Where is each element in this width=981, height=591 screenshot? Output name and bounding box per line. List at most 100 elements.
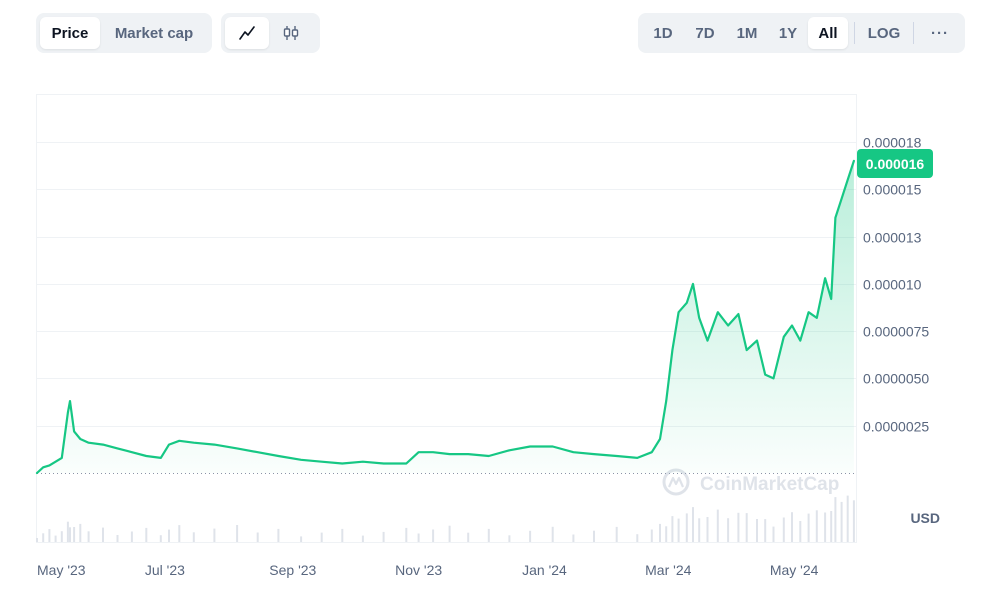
volume-bar bbox=[737, 512, 740, 542]
volume-bar bbox=[756, 519, 758, 542]
volume-bar bbox=[256, 532, 259, 542]
volume-bar bbox=[529, 530, 532, 542]
volume-bar bbox=[572, 534, 575, 542]
volume-bar bbox=[685, 513, 688, 542]
volume-bar bbox=[852, 500, 855, 542]
tab-price[interactable]: Price bbox=[40, 17, 100, 49]
volume-bar bbox=[48, 529, 51, 542]
volume-bar bbox=[168, 529, 170, 542]
volume-bar bbox=[467, 532, 470, 542]
volume-bar bbox=[840, 501, 843, 542]
current-price-badge: 0.000016 bbox=[857, 149, 933, 178]
y-tick-label: 0.0000050 bbox=[863, 371, 929, 387]
volume-bar bbox=[615, 526, 618, 542]
volume-bar bbox=[405, 527, 408, 542]
range-1y-button[interactable]: 1Y bbox=[778, 24, 798, 42]
x-tick-label: Jul '23 bbox=[145, 562, 185, 578]
volume-bar bbox=[799, 521, 802, 542]
volume-bar bbox=[277, 528, 280, 542]
watermark-text: CoinMarketCap bbox=[700, 474, 839, 495]
volume-bar bbox=[66, 521, 69, 542]
volume-bar bbox=[192, 532, 195, 542]
volume-bar bbox=[772, 526, 775, 542]
x-tick-label: Sep '23 bbox=[269, 562, 316, 578]
volume-bar bbox=[382, 531, 385, 542]
range-1m-button[interactable]: 1M bbox=[736, 24, 758, 42]
volume-bar bbox=[551, 526, 554, 542]
x-tick-label: Mar '24 bbox=[645, 562, 691, 578]
volume-bar bbox=[650, 529, 653, 542]
volume-bar bbox=[815, 510, 818, 542]
y-axis: 0.0000025 0.0000050 0.0000075 0.000010 0.000… bbox=[863, 135, 929, 435]
y-tick-label: 0.000015 bbox=[863, 182, 922, 198]
volume-bar bbox=[716, 509, 719, 542]
volume-bar bbox=[417, 533, 420, 542]
volume-bar bbox=[830, 511, 833, 542]
tab-market-cap[interactable]: Market cap bbox=[114, 24, 194, 42]
volume-bar bbox=[145, 527, 148, 542]
volume-bar bbox=[487, 528, 490, 542]
volume-bar bbox=[130, 531, 133, 542]
volume-bar bbox=[508, 535, 511, 542]
volume-bar bbox=[807, 513, 810, 542]
log-scale-button[interactable]: LOG bbox=[867, 24, 901, 42]
volume-bar bbox=[73, 527, 76, 542]
toolbar-divider bbox=[854, 22, 855, 44]
volume-bar bbox=[432, 529, 435, 542]
price-area-fill bbox=[37, 160, 854, 473]
volume-bar bbox=[665, 526, 668, 542]
volume-bar bbox=[178, 525, 181, 542]
plot-frame bbox=[36, 94, 857, 543]
volume-bar bbox=[764, 519, 767, 542]
volume-bar bbox=[692, 507, 694, 542]
volume-bar bbox=[791, 512, 793, 542]
volume-bar bbox=[659, 523, 661, 542]
volume-bar bbox=[79, 523, 82, 542]
volume-bar bbox=[87, 531, 90, 542]
y-tick-label: 0.000013 bbox=[863, 230, 922, 246]
line-chart-button[interactable] bbox=[225, 17, 269, 49]
volume-bar bbox=[671, 516, 674, 542]
volume-bar bbox=[745, 513, 748, 542]
volume-bar bbox=[834, 497, 837, 542]
x-tick-label: Nov '23 bbox=[395, 562, 442, 578]
range-7d-button[interactable]: 7D bbox=[695, 24, 715, 42]
volume-bar bbox=[159, 535, 162, 542]
metric-tab-group: Price Market cap bbox=[36, 13, 212, 53]
volume-bar bbox=[69, 527, 71, 542]
volume-bar bbox=[102, 527, 104, 542]
y-tick-label: 0.0000025 bbox=[863, 419, 929, 435]
y-tick-label: 0.000018 bbox=[863, 135, 922, 151]
watermark: CoinMarketCap bbox=[662, 468, 839, 496]
x-tick-label: May '23 bbox=[37, 562, 86, 578]
volume-bar bbox=[361, 535, 364, 542]
current-price-label: 0.000016 bbox=[866, 156, 925, 172]
more-options-button[interactable]: ··· bbox=[931, 24, 949, 42]
volume-bar bbox=[341, 528, 344, 542]
x-axis: May '23 Jul '23 Sep '23 Nov '23 Jan '24 Mar '… bbox=[37, 562, 819, 578]
volume-bar bbox=[42, 533, 45, 542]
volume-bar bbox=[213, 528, 216, 542]
volume-bar bbox=[846, 495, 849, 542]
volume-bar bbox=[116, 535, 119, 542]
currency-unit-label: USD bbox=[910, 510, 940, 526]
volume-bar bbox=[320, 532, 323, 542]
price-line bbox=[35, 159, 855, 475]
volume-bar bbox=[236, 525, 239, 542]
volume-bar bbox=[782, 517, 785, 542]
range-1d-button[interactable]: 1D bbox=[653, 24, 673, 42]
volume-bar bbox=[448, 525, 451, 542]
volume-bar bbox=[54, 535, 57, 542]
volume-bar bbox=[300, 536, 303, 542]
volume-bar bbox=[727, 518, 730, 542]
toolbar-divider bbox=[913, 22, 914, 44]
range-all-button[interactable]: All bbox=[808, 17, 848, 49]
candlestick-button[interactable] bbox=[269, 17, 313, 49]
x-tick-label: May '24 bbox=[770, 562, 819, 578]
volume-bar bbox=[677, 518, 680, 542]
volume-bar bbox=[824, 512, 827, 542]
volume-bar bbox=[60, 531, 63, 542]
volume-bar bbox=[636, 534, 639, 542]
volume-bar bbox=[706, 517, 709, 542]
